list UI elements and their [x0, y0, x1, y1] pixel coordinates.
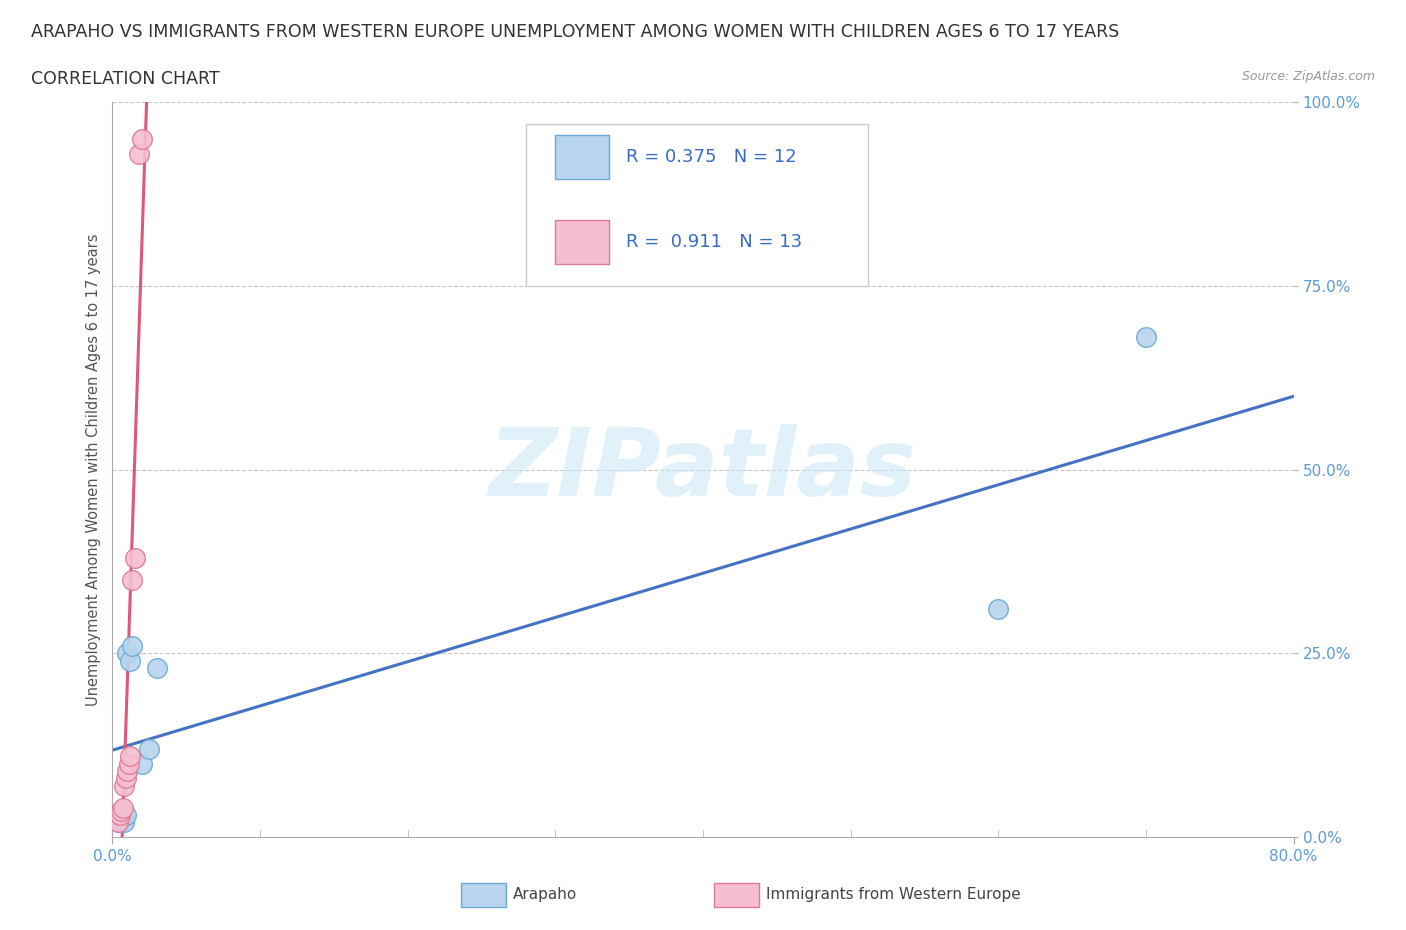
Point — [117, 764, 138, 778]
Point — [128, 146, 150, 161]
Text: Arapaho: Arapaho — [513, 887, 578, 902]
Text: ARAPAHO VS IMMIGRANTS FROM WESTERN EUROPE UNEMPLOYMENT AMONG WOMEN WITH CHILDREN: ARAPAHO VS IMMIGRANTS FROM WESTERN EUROP… — [31, 23, 1119, 41]
Point — [108, 807, 131, 822]
Point — [114, 807, 136, 822]
Point — [138, 741, 160, 756]
Point — [120, 749, 142, 764]
Point — [987, 602, 1010, 617]
Point — [114, 771, 136, 786]
Point — [117, 645, 138, 660]
Point — [111, 800, 134, 815]
Point — [1135, 330, 1157, 345]
Text: CORRELATION CHART: CORRELATION CHART — [31, 70, 219, 87]
Point — [121, 573, 143, 588]
Point — [108, 815, 131, 830]
Point — [111, 811, 134, 826]
Text: Source: ZipAtlas.com: Source: ZipAtlas.com — [1241, 70, 1375, 83]
Text: Immigrants from Western Europe: Immigrants from Western Europe — [766, 887, 1021, 902]
Text: R = 0.375   N = 12: R = 0.375 N = 12 — [626, 149, 797, 166]
Bar — [555, 219, 609, 264]
Point — [110, 804, 132, 818]
Y-axis label: Unemployment Among Women with Children Ages 6 to 17 years: Unemployment Among Women with Children A… — [86, 233, 101, 706]
Point — [112, 815, 135, 830]
Point — [124, 551, 146, 565]
Point — [131, 756, 153, 771]
Point — [118, 756, 141, 771]
Point — [112, 778, 135, 793]
Point — [120, 653, 142, 668]
Point — [107, 815, 129, 830]
Point — [131, 131, 153, 146]
FancyBboxPatch shape — [526, 125, 869, 286]
Point — [146, 660, 169, 675]
Point — [121, 639, 143, 654]
Text: ZIPatlas: ZIPatlas — [489, 424, 917, 515]
Bar — [555, 136, 609, 179]
Text: R =  0.911   N = 13: R = 0.911 N = 13 — [626, 232, 803, 251]
